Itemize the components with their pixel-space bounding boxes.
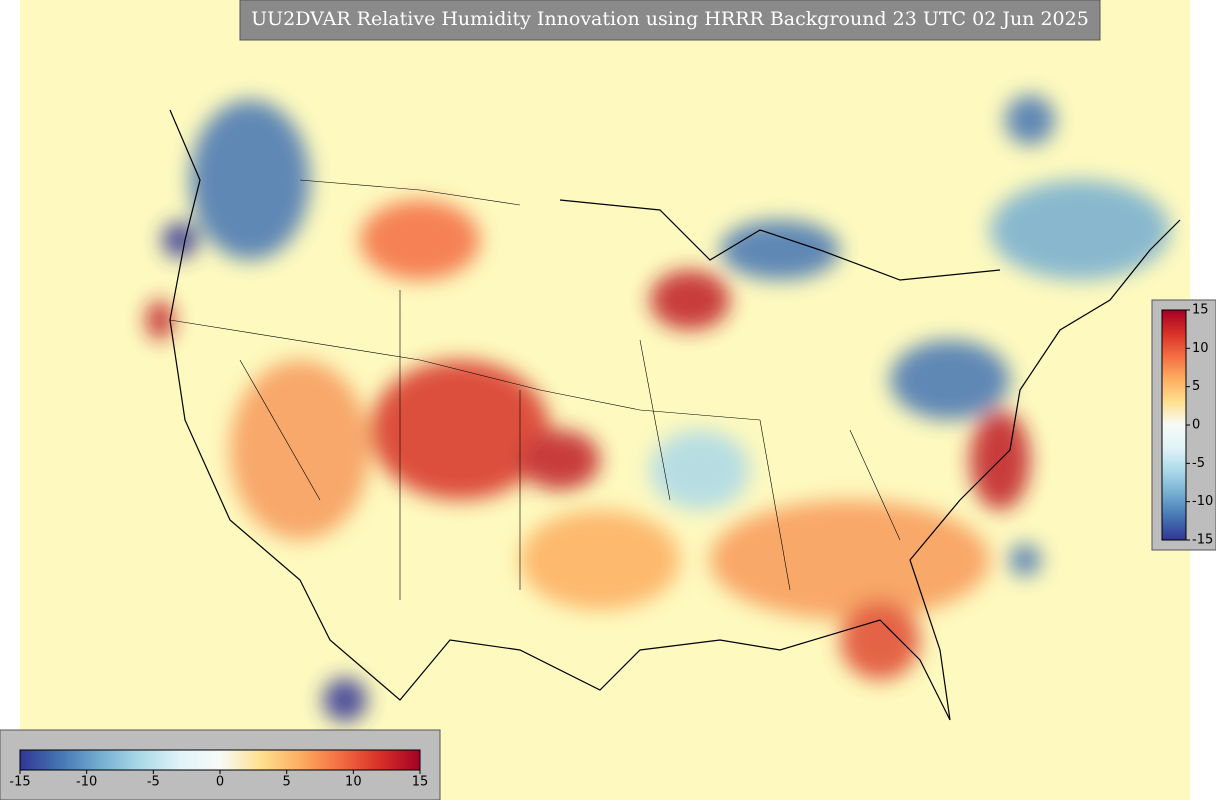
tick-label: -5 bbox=[1192, 456, 1205, 471]
colorbar bbox=[1161, 309, 1187, 541]
tick-label: 15 bbox=[1192, 303, 1209, 318]
tick-label: 0 bbox=[216, 775, 224, 790]
tick-label: -15 bbox=[1192, 533, 1213, 548]
tick-label: -5 bbox=[147, 775, 160, 790]
title: UU2DVAR Relative Humidity Innovation usi… bbox=[251, 8, 1089, 30]
map bbox=[20, 0, 1190, 800]
tick-label: 0 bbox=[1192, 418, 1200, 433]
tick-label: 5 bbox=[1192, 379, 1200, 394]
colorbar bbox=[19, 749, 421, 771]
tick-label: -10 bbox=[1192, 494, 1213, 509]
tick-label: 10 bbox=[1192, 341, 1209, 356]
tick-label: 10 bbox=[345, 775, 362, 790]
tick-label: 15 bbox=[412, 775, 429, 790]
tick-label: -10 bbox=[76, 775, 97, 790]
title-box bbox=[239, 0, 1101, 41]
borders bbox=[169, 179, 901, 600]
tick-label: 5 bbox=[283, 775, 291, 790]
coastline bbox=[169, 109, 1181, 721]
tick-label: -15 bbox=[9, 775, 30, 790]
